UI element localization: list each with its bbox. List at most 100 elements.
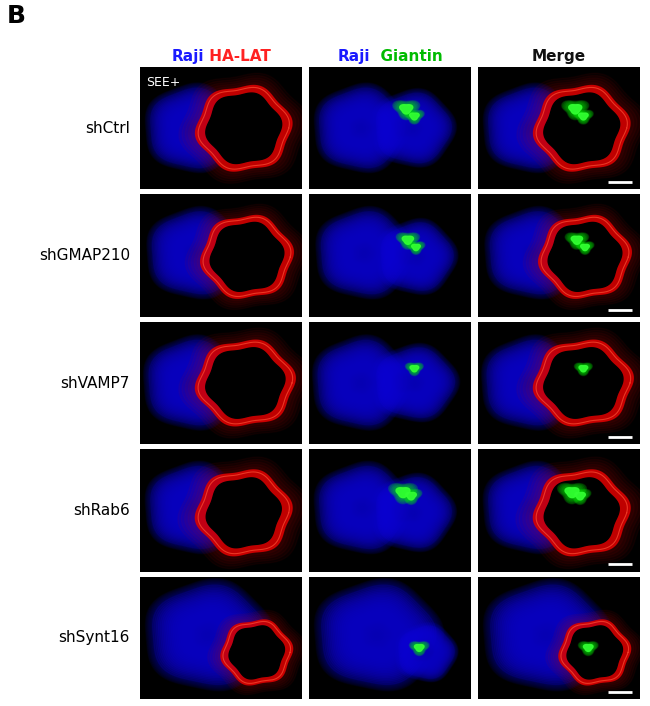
Polygon shape (194, 252, 196, 255)
Polygon shape (404, 110, 424, 124)
Polygon shape (174, 489, 214, 527)
Polygon shape (485, 462, 581, 552)
Polygon shape (501, 354, 560, 411)
Polygon shape (406, 239, 410, 241)
Polygon shape (375, 347, 456, 419)
Polygon shape (171, 108, 214, 148)
Polygon shape (155, 215, 237, 291)
Polygon shape (186, 377, 198, 388)
Polygon shape (512, 232, 556, 273)
Polygon shape (158, 474, 231, 542)
Polygon shape (181, 496, 207, 520)
Polygon shape (531, 622, 562, 648)
Text: shRab6: shRab6 (73, 503, 130, 518)
Polygon shape (148, 207, 246, 299)
Polygon shape (181, 118, 203, 139)
Polygon shape (155, 346, 231, 419)
Polygon shape (324, 92, 400, 164)
Polygon shape (342, 604, 415, 666)
Polygon shape (574, 492, 586, 501)
Polygon shape (394, 235, 439, 278)
Polygon shape (324, 471, 404, 544)
Polygon shape (169, 600, 250, 670)
Polygon shape (485, 84, 578, 172)
Polygon shape (515, 493, 548, 522)
Polygon shape (577, 112, 590, 121)
Polygon shape (350, 239, 379, 267)
Polygon shape (324, 587, 434, 683)
Polygon shape (331, 99, 393, 157)
Polygon shape (579, 114, 588, 119)
Polygon shape (484, 83, 578, 172)
Text: Raji: Raji (172, 49, 204, 64)
Polygon shape (157, 588, 263, 681)
Polygon shape (315, 337, 410, 428)
Polygon shape (382, 352, 449, 413)
Polygon shape (149, 340, 237, 425)
Polygon shape (375, 633, 379, 637)
Polygon shape (340, 108, 383, 148)
Polygon shape (411, 512, 414, 514)
Polygon shape (148, 86, 238, 170)
Polygon shape (168, 105, 216, 150)
Polygon shape (333, 102, 390, 155)
Polygon shape (575, 111, 592, 124)
Polygon shape (376, 93, 452, 163)
Polygon shape (195, 623, 222, 647)
Polygon shape (517, 116, 543, 140)
Polygon shape (151, 467, 239, 549)
Polygon shape (168, 359, 218, 407)
Polygon shape (330, 220, 400, 286)
Polygon shape (206, 478, 281, 548)
Polygon shape (410, 636, 443, 668)
Polygon shape (144, 335, 242, 429)
Polygon shape (392, 362, 439, 404)
Polygon shape (385, 356, 445, 409)
Polygon shape (378, 220, 456, 293)
Polygon shape (544, 348, 623, 418)
Polygon shape (351, 119, 371, 138)
Polygon shape (393, 486, 413, 501)
Polygon shape (395, 495, 432, 530)
Polygon shape (188, 503, 200, 513)
Polygon shape (388, 229, 446, 284)
Polygon shape (221, 620, 292, 685)
Polygon shape (521, 242, 545, 264)
Polygon shape (387, 357, 444, 408)
Polygon shape (147, 462, 243, 552)
Polygon shape (188, 124, 196, 132)
Polygon shape (499, 220, 569, 286)
Polygon shape (486, 207, 584, 299)
Polygon shape (402, 237, 413, 244)
Polygon shape (149, 340, 237, 425)
Polygon shape (490, 90, 572, 167)
Polygon shape (374, 346, 457, 419)
Polygon shape (529, 467, 634, 558)
Polygon shape (411, 252, 421, 261)
Polygon shape (340, 602, 417, 668)
Polygon shape (516, 237, 551, 270)
Polygon shape (518, 371, 542, 394)
Polygon shape (319, 210, 412, 296)
Polygon shape (192, 506, 195, 509)
Polygon shape (500, 222, 568, 285)
Polygon shape (409, 125, 417, 132)
Polygon shape (339, 228, 391, 277)
Polygon shape (584, 645, 592, 651)
Polygon shape (176, 112, 209, 144)
Polygon shape (564, 102, 586, 117)
Polygon shape (499, 97, 564, 158)
Polygon shape (346, 607, 410, 663)
Polygon shape (376, 477, 452, 547)
Polygon shape (411, 114, 417, 119)
Polygon shape (409, 250, 423, 263)
Polygon shape (188, 206, 306, 307)
Polygon shape (179, 73, 309, 184)
Polygon shape (201, 215, 293, 298)
Polygon shape (355, 377, 367, 388)
Polygon shape (185, 204, 309, 309)
Polygon shape (356, 245, 373, 261)
Polygon shape (190, 249, 200, 257)
Polygon shape (187, 123, 198, 133)
Polygon shape (487, 340, 575, 425)
